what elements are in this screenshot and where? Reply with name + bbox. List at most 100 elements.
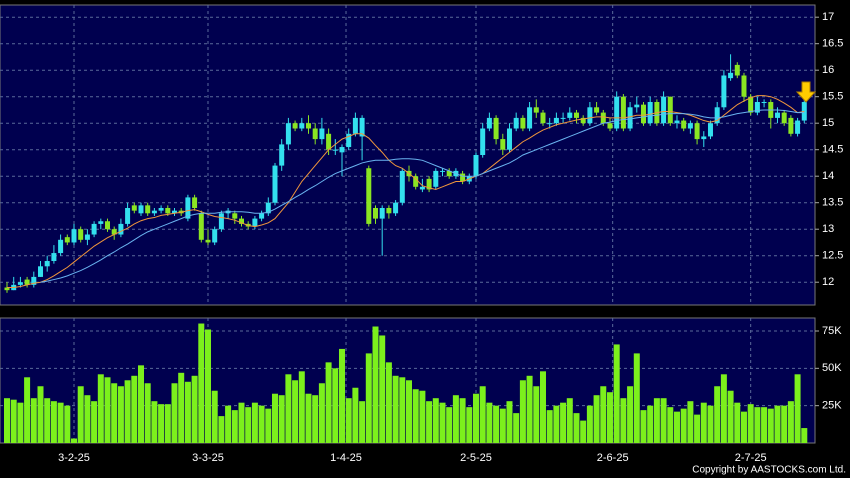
candle-body <box>292 123 298 129</box>
volume-bar <box>452 395 459 443</box>
candle-body <box>734 64 740 76</box>
candle-body <box>71 229 77 243</box>
candle-body <box>299 123 305 129</box>
y-tick-label: 17 <box>822 11 834 23</box>
volume-bar <box>164 404 171 443</box>
candle-body <box>305 123 311 129</box>
volume-bar <box>278 395 285 443</box>
x-tick-label: 3-3-25 <box>192 452 224 464</box>
volume-bar <box>466 407 473 443</box>
candle-body <box>674 120 680 124</box>
volume-bar <box>64 405 71 443</box>
volume-bar <box>218 416 225 443</box>
candle-body <box>761 101 767 103</box>
volume-bar <box>385 362 392 443</box>
candle-body <box>232 213 238 219</box>
volume-bar <box>426 401 433 443</box>
volume-bar <box>707 405 714 443</box>
y-tick-label: 25K <box>822 400 842 412</box>
volume-bar <box>700 402 707 443</box>
volume-bar <box>204 329 211 443</box>
volume-bar <box>493 405 500 443</box>
volume-bar <box>17 402 24 443</box>
volume-bar <box>44 398 51 443</box>
volume-bar <box>117 386 124 443</box>
volume-bar <box>332 368 339 443</box>
volume-bar <box>781 405 788 443</box>
candle-body <box>627 107 633 129</box>
volume-bar <box>97 374 104 443</box>
x-tick-label: 1-4-25 <box>330 452 362 464</box>
volume-bar <box>137 365 144 443</box>
candle-body <box>533 107 539 113</box>
volume-bar <box>57 402 64 443</box>
candle-body <box>774 112 780 118</box>
candle-body <box>480 128 486 155</box>
volume-bar <box>265 408 272 443</box>
volume-bar <box>24 377 31 443</box>
volume-bar <box>191 375 198 443</box>
volume-bar <box>486 402 493 443</box>
candle-body <box>553 117 559 124</box>
volume-bar <box>91 401 98 443</box>
volume-bar <box>151 401 158 443</box>
candle-body <box>754 101 760 113</box>
volume-bar <box>787 401 794 443</box>
candle-body <box>205 239 211 243</box>
y-tick-label: 15.5 <box>822 91 843 103</box>
volume-bar <box>593 395 600 443</box>
volume-bar <box>546 410 553 443</box>
volume-bar <box>439 402 446 443</box>
x-tick-label: 2-7-25 <box>735 452 767 464</box>
candle-body <box>527 107 533 129</box>
y-tick-label: 13 <box>822 223 834 235</box>
candle-body <box>801 101 807 121</box>
candle-body <box>748 96 754 113</box>
candle-body <box>252 218 258 227</box>
volume-bar <box>539 371 546 443</box>
volume-bar <box>680 408 687 443</box>
moving-average-line <box>7 95 805 289</box>
volume-bar <box>573 413 580 443</box>
candle-body <box>138 205 144 214</box>
candle-body <box>580 117 586 124</box>
y-tick-label: 16 <box>822 64 834 76</box>
candle-body <box>520 117 526 129</box>
copyright: Copyright by AASTOCKS.com Ltd. <box>692 465 846 476</box>
volume-bar <box>560 402 567 443</box>
candle-body <box>667 96 673 124</box>
volume-bar <box>694 414 701 443</box>
volume-bar <box>714 386 721 443</box>
candle-body <box>540 112 546 124</box>
volume-bar <box>104 377 111 443</box>
candle-body <box>587 107 593 124</box>
candle-body <box>145 205 151 214</box>
volume-bar <box>359 401 366 443</box>
candle-body <box>78 229 84 240</box>
volume-bar <box>801 428 808 443</box>
candle-body <box>513 117 519 129</box>
candle-body <box>393 202 399 214</box>
candle-body <box>192 197 198 209</box>
candle-body <box>218 213 224 230</box>
candle-body <box>681 120 687 129</box>
y-tick-label: 75K <box>822 325 842 337</box>
candle-body <box>24 279 30 285</box>
volume-bar <box>794 374 801 443</box>
candle-body <box>701 136 707 140</box>
candle-body <box>272 165 278 203</box>
volume-bar <box>171 383 178 443</box>
candle-body <box>259 213 265 219</box>
candle-body <box>319 128 325 140</box>
volume-bar <box>338 348 345 443</box>
moving-average-line <box>40 109 805 283</box>
volume-bar <box>158 404 165 443</box>
volume-bar <box>459 398 466 443</box>
candle-body <box>165 208 171 214</box>
candle-body <box>212 229 218 243</box>
volume-bar <box>627 386 634 443</box>
candle-body <box>634 104 640 108</box>
volume-bar <box>734 402 741 443</box>
volume-bar <box>405 380 412 443</box>
candle-body <box>151 210 157 214</box>
